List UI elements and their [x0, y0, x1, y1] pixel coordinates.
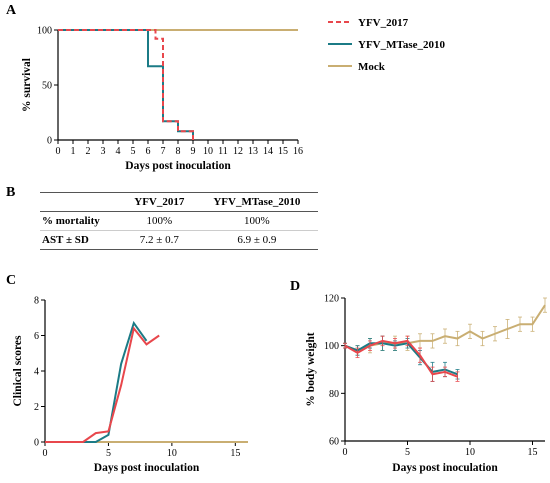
table-cell: 7.2 ± 0.7: [139, 234, 179, 246]
x-axis-title: Days post inoculation: [392, 462, 498, 474]
y-tick-label: 0: [34, 438, 39, 449]
clinical-scores-chart: 0 5 10 15 0 2 4 6 8 Days post inoculation Clinical…: [12, 296, 248, 474]
y-tick-label: 60: [329, 437, 339, 448]
legend-label: Mock: [358, 61, 386, 73]
survival-line-yfv-mtase-2010: [58, 29, 194, 140]
x-tick-label: 10: [203, 146, 213, 157]
y-tick-label: 4: [34, 367, 39, 378]
y-tick-label: 0: [47, 136, 52, 147]
x-tick-label: 8: [176, 146, 181, 157]
weight-line-yfv-2017: [344, 339, 458, 378]
x-tick-label: 12: [233, 146, 243, 157]
table-cell: 100%: [146, 215, 173, 227]
table-row: AST ± SD 7.2 ± 0.7 6.9 ± 0.9: [40, 231, 318, 250]
x-tick-label: 5: [106, 448, 111, 459]
survival-legend: YFV_2017 YFV_MTase_2010 Mock: [328, 17, 445, 73]
y-axis-title: Clinical scores: [12, 335, 24, 407]
y-tick-label: 50: [42, 81, 52, 92]
x-tick-label: 5: [405, 447, 410, 458]
y-tick-label: 100: [37, 26, 52, 37]
x-tick-label: 15: [278, 146, 288, 157]
legend-label: YFV_MTase_2010: [358, 39, 445, 51]
table-header-row: YFV_2017 YFV_MTase_2010: [40, 192, 318, 212]
table-cell: AST ± SD: [42, 234, 89, 246]
x-axis-title: Days post inoculation: [94, 462, 200, 474]
legend-label: YFV_2017: [358, 17, 409, 29]
x-tick-label: 13: [248, 146, 258, 157]
x-tick-label: 4: [116, 146, 121, 157]
y-tick-label: 8: [34, 296, 39, 307]
x-tick-label: 15: [230, 448, 240, 459]
x-tick-label: 10: [167, 448, 177, 459]
x-tick-label: 0: [43, 448, 48, 459]
x-tick-label: 14: [263, 146, 273, 157]
x-tick-label: 0: [343, 447, 348, 458]
y-tick-label: 2: [34, 402, 39, 413]
x-tick-label: 6: [146, 146, 151, 157]
y-axis-title: % survival: [21, 58, 33, 112]
table-header-cell: [40, 193, 123, 212]
x-tick-label: 9: [191, 146, 196, 157]
x-axis-title: Days post inoculation: [125, 160, 231, 172]
x-tick-label: 3: [101, 146, 106, 157]
outcome-table: YFV_2017 YFV_MTase_2010 % mortality 100%…: [40, 192, 318, 250]
x-tick-label: 0: [56, 146, 61, 157]
table-cell: 6.9 ± 0.9: [237, 234, 277, 246]
y-tick-label: 120: [324, 294, 339, 305]
table-row: % mortality 100% 100%: [40, 212, 318, 231]
table-cell: % mortality: [42, 215, 100, 227]
weight-line-yfv-mtase-2010: [344, 342, 458, 376]
x-tick-label: 15: [528, 447, 538, 458]
y-axis-title: % body weight: [305, 332, 317, 406]
body-weight-chart: 0 5 10 15 60 80 100 120 Days post inoculation % b…: [305, 294, 547, 474]
x-tick-label: 2: [86, 146, 91, 157]
table-cell: 100%: [244, 215, 270, 227]
y-tick-label: 6: [34, 331, 39, 342]
panel-label-d: D: [290, 279, 300, 294]
x-tick-label: 11: [218, 146, 228, 157]
panel-label-a: A: [6, 3, 17, 18]
panel-label-b: B: [6, 185, 15, 200]
y-tick-label: 100: [324, 341, 339, 352]
table-header-cell: YFV_MTase_2010: [213, 196, 301, 208]
panel-label-c: C: [6, 273, 16, 288]
table-header-cell: YFV_2017: [134, 196, 185, 208]
clinical-line-yfv-2017: [45, 326, 160, 443]
x-tick-label: 7: [161, 146, 166, 157]
survival-line-yfv-2017: [58, 29, 194, 140]
x-tick-label: 5: [131, 146, 136, 157]
y-tick-label: 80: [329, 389, 339, 400]
x-tick-label: 1: [71, 146, 76, 157]
x-tick-label: 16: [293, 146, 303, 157]
x-tick-label: 10: [465, 447, 475, 458]
